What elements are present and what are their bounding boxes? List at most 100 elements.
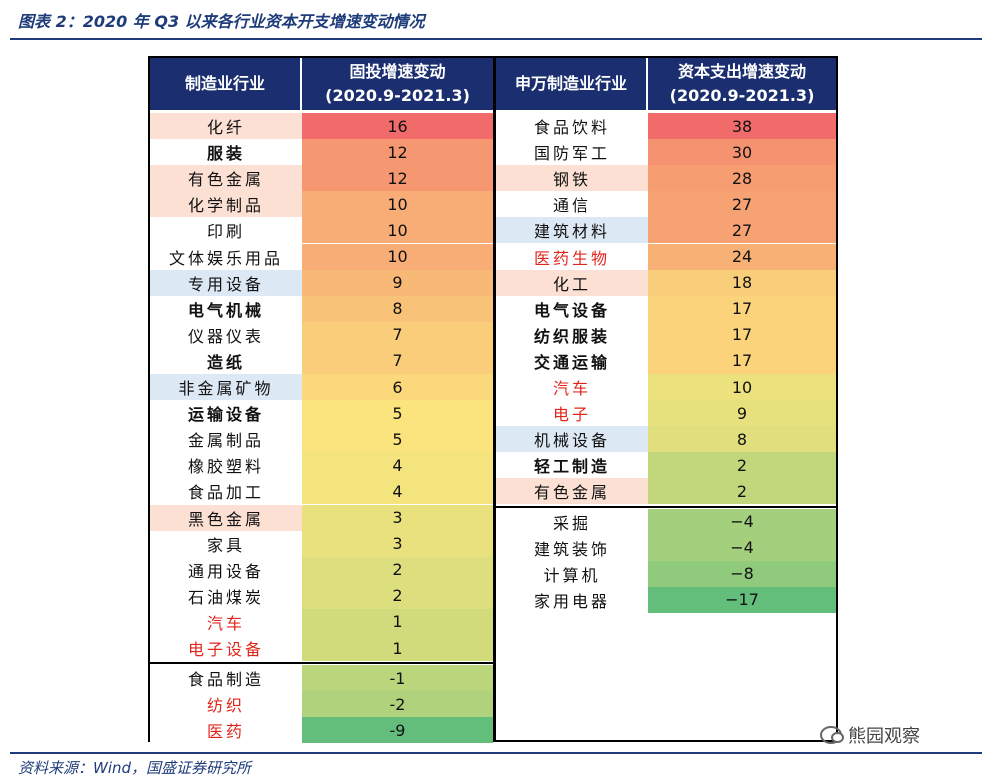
change-value: 30 <box>648 139 836 166</box>
industry-name: 纺织服装 <box>496 321 648 348</box>
table-row: 电子设备 1 <box>150 635 493 661</box>
industry-name: 汽车 <box>496 374 648 400</box>
change-value: 1 <box>302 608 493 635</box>
industry-name: 采掘 <box>496 508 648 535</box>
industry-name: 化学制品 <box>150 191 302 218</box>
table-row: 石油煤炭 2 <box>150 582 493 609</box>
table-row: 印刷 10 <box>150 217 493 244</box>
table-header-industry: 制造业行业 <box>150 58 302 110</box>
change-value: 4 <box>302 478 493 505</box>
industry-name: 黑色金属 <box>150 504 302 531</box>
table-row: 化纤 16 <box>150 113 493 139</box>
table-header-industry: 申万制造业行业 <box>496 58 648 110</box>
table-row: 纺织 -2 <box>150 691 493 718</box>
table-row: 汽车 1 <box>150 608 493 635</box>
table-row: 家具 3 <box>150 530 493 557</box>
industry-name: 食品饮料 <box>496 113 648 139</box>
right-table: 申万制造业行业 资本支出增速变动 (2020.9-2021.3) 食品饮料 38 国防军工… <box>494 56 838 742</box>
change-value: 8 <box>302 295 493 322</box>
industry-name: 化纤 <box>150 113 302 139</box>
table-row: 黑色金属 3 <box>150 504 493 531</box>
industry-name: 计算机 <box>496 560 648 587</box>
header-value-title: 固投增速变动 <box>349 62 446 81</box>
table-row: 食品饮料 38 <box>496 113 836 139</box>
industry-name: 建筑装饰 <box>496 534 648 561</box>
change-value: 2 <box>648 478 836 505</box>
table-row: 建筑材料 27 <box>496 217 836 244</box>
change-value: 27 <box>648 191 836 218</box>
table-row: 医药 -9 <box>150 717 493 744</box>
industry-name: 建筑材料 <box>496 217 648 244</box>
change-value: 10 <box>302 217 493 244</box>
table-row: 非金属矿物 6 <box>150 374 493 400</box>
change-value: −4 <box>648 534 836 561</box>
change-value: 10 <box>648 374 836 400</box>
change-value: 28 <box>648 165 836 192</box>
change-value: 5 <box>302 426 493 453</box>
header-value-title: 资本支出增速变动 <box>677 62 806 81</box>
table-row: 轻工制造 2 <box>496 452 836 479</box>
table-row: 家用电器 −17 <box>496 586 836 613</box>
industry-name: 国防军工 <box>496 139 648 166</box>
industry-name: 电气机械 <box>150 295 302 322</box>
change-value: 8 <box>648 426 836 453</box>
industry-name: 电子 <box>496 400 648 427</box>
industry-name: 电气设备 <box>496 295 648 322</box>
table-row: 橡胶塑料 4 <box>150 452 493 479</box>
table-row: 有色金属 2 <box>496 478 836 505</box>
change-value: 7 <box>302 321 493 348</box>
change-value: 10 <box>302 243 493 270</box>
change-value: 3 <box>302 504 493 531</box>
change-value: 27 <box>648 217 836 244</box>
industry-name: 仪器仪表 <box>150 321 302 348</box>
header-value-period: (2020.9-2021.3) <box>669 86 815 105</box>
change-value: 2 <box>302 582 493 609</box>
change-value: 17 <box>648 321 836 348</box>
table-row: 建筑装饰 −4 <box>496 534 836 561</box>
industry-name: 印刷 <box>150 217 302 244</box>
change-value: 6 <box>302 374 493 400</box>
industry-name: 化工 <box>496 269 648 296</box>
table-row: 金属制品 5 <box>150 426 493 453</box>
table-row: 通信 27 <box>496 191 836 218</box>
table-row: 电气机械 8 <box>150 295 493 322</box>
table-row: 造纸 7 <box>150 347 493 374</box>
industry-name: 通信 <box>496 191 648 218</box>
industry-name: 汽车 <box>150 608 302 635</box>
industry-name: 通用设备 <box>150 556 302 583</box>
header-value-period: (2020.9-2021.3) <box>325 86 470 105</box>
change-value: −8 <box>648 560 836 587</box>
industry-name: 医药生物 <box>496 243 648 270</box>
table-row: 汽车 10 <box>496 374 836 400</box>
industry-name: 服装 <box>150 139 302 166</box>
table-row: 运输设备 5 <box>150 400 493 427</box>
table-row: 化工 18 <box>496 269 836 296</box>
change-value: 38 <box>648 113 836 139</box>
industry-name: 钢铁 <box>496 165 648 192</box>
change-value: 1 <box>302 635 493 661</box>
industry-name: 家具 <box>150 530 302 557</box>
title-rule <box>10 38 982 40</box>
change-value: −4 <box>648 508 836 535</box>
change-value: -2 <box>302 691 493 718</box>
industry-name: 橡胶塑料 <box>150 452 302 479</box>
change-value: 12 <box>302 139 493 166</box>
industry-name: 食品加工 <box>150 478 302 505</box>
table-row: 钢铁 28 <box>496 165 836 192</box>
industry-name: 石油煤炭 <box>150 582 302 609</box>
change-value: 9 <box>302 269 493 296</box>
wechat-icon <box>820 726 844 744</box>
change-value: 7 <box>302 347 493 374</box>
change-value: 2 <box>648 452 836 479</box>
table-row: 服装 12 <box>150 139 493 166</box>
change-value: 17 <box>648 295 836 322</box>
change-value: 10 <box>302 191 493 218</box>
table-row: 有色金属 12 <box>150 165 493 192</box>
industry-name: 有色金属 <box>496 478 648 505</box>
table-row: 电子 9 <box>496 400 836 427</box>
industry-name: 机械设备 <box>496 426 648 453</box>
industry-name: 轻工制造 <box>496 452 648 479</box>
table-row: 仪器仪表 7 <box>150 321 493 348</box>
industry-name: 文体娱乐用品 <box>150 243 302 270</box>
table-row: 计算机 −8 <box>496 560 836 587</box>
